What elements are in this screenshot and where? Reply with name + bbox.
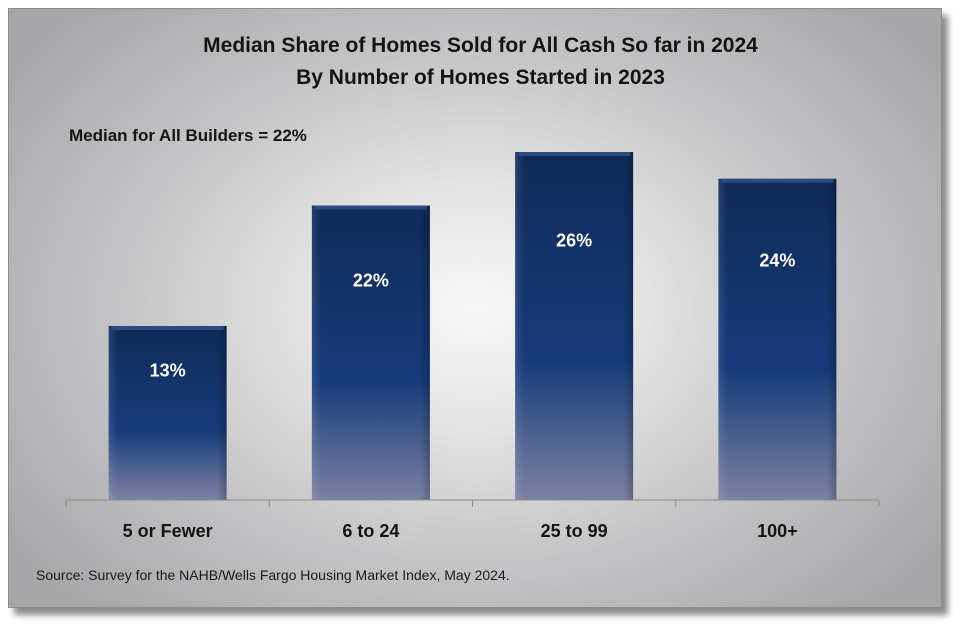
data-label: 24% [759, 251, 795, 271]
bar-3 [515, 152, 634, 500]
bar-bevel [314, 205, 427, 210]
data-label: 26% [556, 231, 592, 251]
bar-bevel [111, 326, 224, 330]
bar-bevel [518, 152, 631, 156]
bar-sheen [108, 326, 227, 500]
bar-sheen [311, 205, 430, 501]
x-tick-label: 6 to 24 [342, 521, 399, 541]
source-note: Source: Survey for the NAHB/Wells Fargo … [36, 567, 510, 583]
bar-1 [108, 326, 227, 500]
median-annotation: Median for All Builders = 22% [69, 126, 307, 145]
x-tick-label: 5 or Fewer [123, 521, 213, 541]
bar-2 [311, 205, 430, 501]
bar-bevel [721, 178, 834, 183]
bar-sheen [515, 152, 634, 500]
chart-subtitle: By Number of Homes Started in 2023 [296, 66, 665, 89]
x-tick-label: 25 to 99 [541, 521, 608, 541]
bar-4 [718, 178, 837, 500]
data-label: 13% [150, 360, 186, 380]
data-label: 22% [353, 271, 389, 291]
x-tick-label: 100+ [757, 521, 798, 541]
chart-title: Median Share of Homes Sold for All Cash … [203, 34, 758, 57]
bar-sheen [718, 178, 837, 500]
chart-title-block: Median Share of Homes Sold for All Cash … [0, 30, 961, 94]
